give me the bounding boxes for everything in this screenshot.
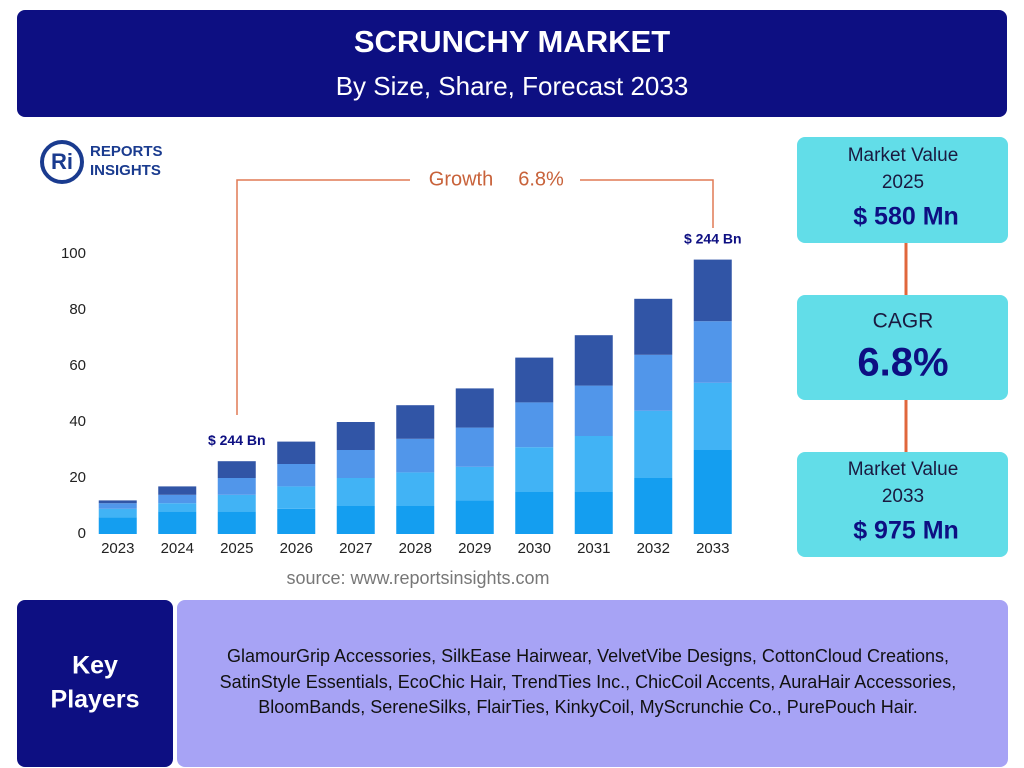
x-tick-label: 2031 [577,540,610,557]
bar-segment [217,461,256,478]
annotation: $ 244 Bn [208,432,266,448]
bar-segment [574,335,613,386]
x-tick-label: 2032 [637,540,670,557]
bar-segment [158,486,197,495]
x-tick-label: 2026 [280,540,313,557]
bar-segment [158,511,197,534]
bar-segment [336,506,375,534]
source: source: www.reportsinsights.com [286,568,549,588]
bar-segment [693,382,732,450]
x-tick-label: 2025 [220,540,253,557]
bar-segment [336,478,375,506]
x-tick-label: 2028 [399,540,432,557]
stat-value: $ 580 Mn [853,203,959,231]
bar-segment [455,427,494,467]
y-tick-label: 60 [69,357,86,374]
bar-segment [574,436,613,492]
bar-segment [336,450,375,478]
bar-segment [277,508,316,534]
players-box [177,600,1008,767]
x-tick-label: 2024 [161,540,194,557]
key-title: Players [51,686,140,714]
x-tick-label: 2027 [339,540,372,557]
bar-segment [217,494,256,512]
bar-segment [455,466,494,501]
bar-segment [277,441,316,464]
bar-segment [217,511,256,534]
logo-ring [40,140,84,184]
bar-segment [158,494,197,504]
logo: Ri REPORTS INSIGHTS [40,140,163,184]
bar-segment [693,321,732,383]
players-line: BloomBands, SereneSilks, FlairTies, Kink… [258,697,918,717]
x-tick-label: 2033 [696,540,729,557]
x-tick-label: 2030 [518,540,551,557]
logo-mark: Ri [51,149,73,174]
bar-segment [515,357,554,403]
annotation: $ 244 Bn [684,230,742,246]
stat-box [797,452,1008,557]
stat-label: CAGR [873,310,934,333]
y-tick-label: 100 [61,245,86,262]
y-tick-label: 20 [69,469,86,486]
bar-segment [574,492,613,534]
logo-text: REPORTS [90,143,163,160]
bracket-line [236,179,410,415]
growth-bracket [236,179,714,415]
subtitle: By Size, Share, Forecast 2033 [336,71,689,101]
stat-label: Market Value [848,459,959,480]
stat-label: Market Value [848,145,959,166]
bar-segment [217,478,256,495]
bar-segment [158,503,197,512]
players-line: GlamourGrip Accessories, SilkEase Hairwe… [227,646,949,666]
header-box [17,10,1007,117]
bar-segment [277,486,316,509]
bar-segment [396,438,435,473]
y-tick-label: 40 [69,413,86,430]
bar-segment [574,385,613,436]
bar-segment [634,410,673,478]
key-title: Key [72,652,118,680]
bar-segment [515,492,554,534]
bar-segment [634,478,673,534]
stat-year: 2033 [882,486,924,507]
bar-segment [515,402,554,448]
players-line: SatinStyle Essentials, EcoChic Hair, Tre… [220,672,957,692]
bar-segment [396,472,435,506]
x-tick-label: 2023 [101,540,134,557]
y-tick-label: 80 [69,301,86,318]
stat-value: 6.8% [857,341,948,385]
stat-value: $ 975 Mn [853,517,959,545]
bar-segment [336,422,375,450]
bar-segment [515,447,554,492]
stat-box [797,137,1008,243]
bar-segment [277,464,316,487]
bracket-line [580,179,714,228]
stat-year: 2025 [882,172,924,193]
bar-segment [98,508,137,518]
bar-segment [634,298,673,355]
logo-text: INSIGHTS [90,162,161,179]
x-tick-label: 2029 [458,540,491,557]
bar-segment [396,405,435,439]
bar-segment [693,259,732,322]
growth-value: 6.8% [518,168,564,190]
bar-segment [634,354,673,411]
bar-segment [98,503,137,509]
title: SCRUNCHY MARKET [354,24,670,59]
bar-segment [455,388,494,428]
stat-box [797,295,1008,400]
growth-label: Growth [429,168,493,190]
bar-segment [396,506,435,534]
y-tick-label: 0 [78,525,86,542]
bar-segment [98,500,137,504]
key-box [17,600,173,767]
bar-segment [98,517,137,534]
bar-segment [693,450,732,534]
bar-segment [455,500,494,534]
